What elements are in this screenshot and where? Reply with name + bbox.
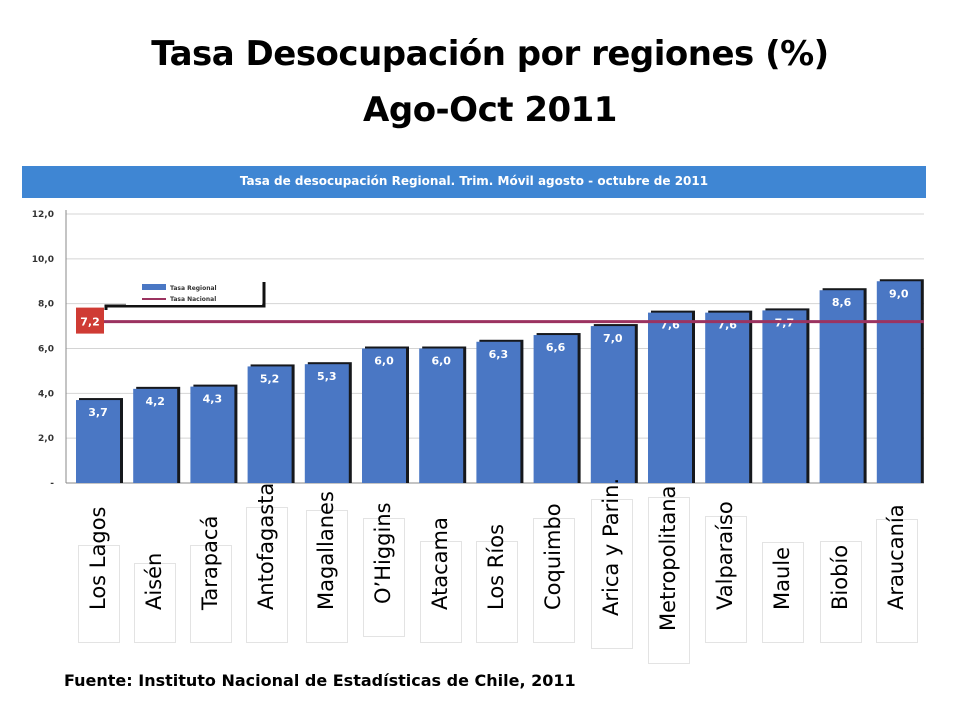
slide-subtitle: Ago-Oct 2011 bbox=[363, 90, 617, 130]
data-label: 4,2 bbox=[145, 395, 165, 408]
region-label: Arica y Parin. bbox=[591, 478, 633, 649]
region-label: Tarapacá bbox=[190, 516, 232, 643]
y-tick-label: 2,0 bbox=[38, 434, 54, 444]
national-rate-label: 7,2 bbox=[80, 316, 100, 329]
bar bbox=[762, 310, 807, 483]
chart-title: Tasa de desocupación Regional. Trim. Móv… bbox=[239, 174, 709, 188]
bar bbox=[590, 326, 635, 483]
data-label: 6,0 bbox=[431, 355, 451, 368]
bar bbox=[304, 364, 349, 483]
bar bbox=[648, 312, 692, 483]
data-label: 8,6 bbox=[832, 296, 852, 309]
y-tick-label: - bbox=[50, 479, 54, 489]
bar bbox=[190, 386, 235, 483]
region-label-text: O’Higgins bbox=[371, 502, 395, 604]
region-label: Los Lagos bbox=[78, 507, 120, 643]
region-label-text: Los Lagos bbox=[86, 506, 110, 610]
region-label-text: Antofagasta bbox=[254, 482, 278, 610]
region-label: Magallanes bbox=[306, 491, 348, 643]
region-label-text: Tarapacá bbox=[198, 515, 222, 610]
y-tick-label: 8,0 bbox=[38, 300, 54, 310]
data-label: 6,0 bbox=[374, 355, 394, 368]
region-label-text: Maule bbox=[770, 546, 794, 610]
data-label: 9,0 bbox=[889, 287, 909, 300]
legend-label-national: Tasa Nacional bbox=[170, 296, 216, 303]
data-label: 3,7 bbox=[88, 406, 108, 419]
region-label: Aisén bbox=[134, 553, 176, 643]
data-label: 6,3 bbox=[489, 348, 509, 361]
bar bbox=[247, 366, 292, 483]
region-label-text: Biobío bbox=[828, 544, 852, 610]
bar bbox=[76, 400, 120, 483]
legend-swatch-regional bbox=[142, 284, 166, 290]
region-label-text: Araucanía bbox=[884, 504, 908, 610]
y-tick-label: 10,0 bbox=[32, 255, 54, 265]
region-label: Maule bbox=[762, 542, 804, 643]
bar bbox=[362, 348, 406, 483]
legend-bracket bbox=[104, 282, 266, 310]
bar bbox=[419, 348, 464, 483]
bar bbox=[133, 388, 178, 483]
y-tick-label: 12,0 bbox=[32, 210, 54, 220]
bar bbox=[705, 312, 750, 483]
chart-header-bar: Tasa de desocupación Regional. Trim. Móv… bbox=[22, 166, 926, 198]
region-label-text: Los Ríos bbox=[484, 523, 508, 610]
region-label: O’Higgins bbox=[363, 502, 405, 637]
region-label: Coquimbo bbox=[533, 503, 575, 643]
slide-title: Tasa Desocupación por regiones (%) bbox=[151, 34, 829, 74]
source-note: Fuente: Instituto Nacional de Estadístic… bbox=[64, 671, 576, 690]
data-label: 4,3 bbox=[203, 393, 223, 406]
region-label: Biobío bbox=[820, 541, 862, 643]
y-tick-label: 6,0 bbox=[38, 345, 54, 355]
data-label: 5,2 bbox=[260, 372, 280, 385]
region-label-text: Metropolitana bbox=[656, 485, 680, 631]
region-label: Araucanía bbox=[876, 504, 918, 643]
region-label-text: Valparaíso bbox=[713, 501, 737, 610]
y-tick-label: 4,0 bbox=[38, 389, 54, 399]
data-label: 7,0 bbox=[603, 332, 623, 345]
national-rate-badge bbox=[76, 307, 104, 334]
data-label: 5,3 bbox=[317, 370, 337, 383]
region-label: Los Ríos bbox=[476, 524, 518, 643]
region-label-text: Aisén bbox=[142, 552, 166, 610]
region-label: Metropolitana bbox=[648, 486, 690, 664]
region-label-text: Coquimbo bbox=[541, 503, 565, 610]
data-label: 6,6 bbox=[546, 341, 566, 354]
bar bbox=[876, 281, 921, 483]
region-label-text: Arica y Parin. bbox=[599, 477, 623, 616]
legend-label-regional: Tasa Regional bbox=[170, 285, 217, 292]
bar bbox=[819, 290, 864, 483]
region-label: Atacama bbox=[420, 517, 462, 643]
region-label-text: Atacama bbox=[428, 517, 452, 610]
bar bbox=[476, 341, 521, 483]
region-label: Valparaíso bbox=[705, 501, 747, 643]
region-label: Antofagasta bbox=[246, 483, 288, 643]
region-label-text: Magallanes bbox=[314, 491, 338, 610]
bar bbox=[533, 335, 578, 483]
